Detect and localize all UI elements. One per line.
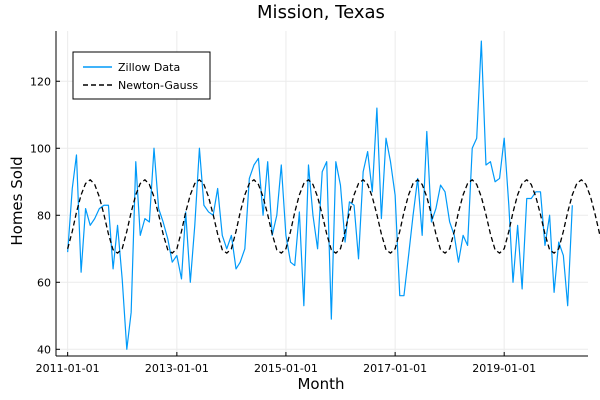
axes: 2011-01-01 2013-01-01 2015-01-01 2017-01-01… bbox=[30, 31, 588, 375]
y-axis-label: Homes Sold bbox=[8, 156, 26, 245]
legend-box bbox=[72, 51, 211, 100]
x-tick-label: 2011-01-01 bbox=[36, 362, 100, 375]
series-group bbox=[67, 40, 600, 350]
chart-title: Mission, Texas bbox=[257, 2, 385, 23]
legend-label-zillow-data: Zillow Data bbox=[118, 61, 180, 74]
y-tick-label: 40 bbox=[37, 343, 51, 356]
series-line-zillow-data bbox=[67, 40, 573, 350]
x-tick-label: 2019-01-01 bbox=[472, 362, 536, 375]
legend: Zillow Data Newton-Gauss bbox=[72, 51, 211, 100]
legend-label-newton-gauss: Newton-Gauss bbox=[118, 79, 198, 92]
y-tick-label: 120 bbox=[30, 75, 51, 88]
y-tick-label: 80 bbox=[37, 209, 51, 222]
grid bbox=[56, 31, 588, 356]
x-tick-label: 2013-01-01 bbox=[145, 362, 209, 375]
series-line-newton-gauss bbox=[67, 179, 600, 254]
y-tick-label: 100 bbox=[30, 142, 51, 155]
y-tick-label: 60 bbox=[37, 276, 51, 289]
x-tick-label: 2017-01-01 bbox=[363, 362, 427, 375]
x-tick-label: 2015-01-01 bbox=[254, 362, 318, 375]
x-axis-label: Month bbox=[297, 375, 344, 393]
